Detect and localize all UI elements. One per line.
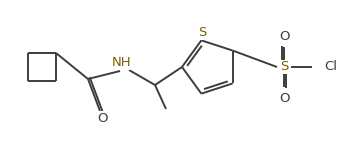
Text: O: O	[97, 112, 107, 125]
Text: NH: NH	[112, 56, 132, 70]
Text: O: O	[279, 30, 289, 42]
Text: S: S	[198, 26, 207, 39]
Text: O: O	[279, 91, 289, 105]
Text: S: S	[280, 61, 288, 74]
Text: Cl: Cl	[324, 61, 337, 74]
